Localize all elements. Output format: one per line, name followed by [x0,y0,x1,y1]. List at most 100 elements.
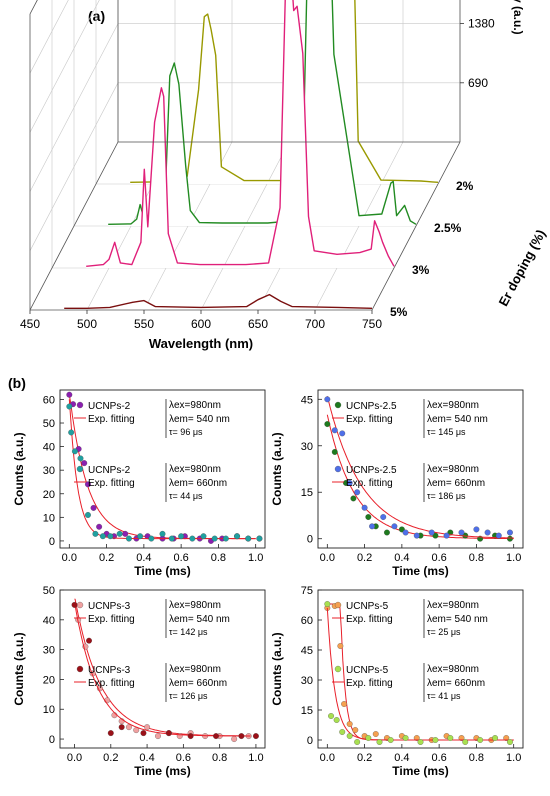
param-excitation: λex=980nm [169,400,221,411]
param-emission: λem= 540 nm [169,414,230,425]
x-tick-label: 750 [362,317,382,331]
plot-frame [317,389,524,549]
data-point [245,535,252,542]
data-point [458,735,465,741]
y-axis-label: Counts (a.u.) [270,632,284,705]
data-point [458,529,465,536]
data-point [387,737,394,743]
x-tick-label: 0.8 [469,752,484,764]
depth-tick-label: 3% [412,263,430,277]
spectrum-mask [130,0,438,184]
data-point [402,529,409,536]
data-point [90,504,97,511]
data-point [96,523,103,530]
x-tick-label: 500 [77,317,97,331]
x-axis-label: Time (ms) [134,764,190,778]
panel-a: (a) 2% 2.5% 3% 5% 450 500 550 600 650 700 750 Wavel… [20,0,548,351]
x-axis-label: Time (ms) [392,764,448,778]
y-tick-label: 40 [43,615,55,627]
y-tick-label: 20 [43,674,55,686]
param-lifetime: τ= 186 μs [427,491,466,501]
param-excitation: λex=980nm [169,464,221,475]
x-axis-label: Time (ms) [134,564,190,578]
y-tick-label: 15 [301,705,313,717]
param-emission: λem= 660nm [427,678,485,689]
x-tick-label: 0.0 [62,552,77,564]
data-point [252,733,259,740]
z-tick-label: 690 [468,76,488,90]
data-point [413,735,420,741]
panel-b-label: (b) [8,375,26,391]
x-axis-label: Time (ms) [392,564,448,578]
data-point [331,449,338,455]
data-point [137,533,144,540]
y-tick-label: 60 [301,615,313,627]
param-excitation: λex=980nm [169,600,221,611]
data-point [495,532,502,539]
data-point [507,535,513,542]
param-lifetime: τ= 25 μs [427,627,461,637]
data-point [231,736,238,743]
data-point [68,429,75,436]
x-tick-label: 600 [191,317,211,331]
depth-tick-label: 2.5% [434,221,462,235]
data-point [380,514,387,520]
plot-frame [59,589,266,749]
data-point [503,735,510,741]
spectrum-mask [86,0,394,268]
data-point [211,535,218,542]
data-point [337,643,344,649]
y-tick-label: 75 [301,585,313,597]
legend-marker [76,601,84,609]
data-point [492,735,498,741]
x-tick-label: 0.0 [320,752,335,764]
axis-frame-line [371,141,461,311]
y-tick-label: 30 [43,645,55,657]
spectrum-line-5 [64,293,373,309]
data-point [256,535,263,542]
data-point [324,421,331,428]
data-point [77,455,84,462]
data-point [200,533,207,540]
data-point [328,713,334,719]
data-point [376,739,383,745]
x-tick-label: 0.4 [394,752,409,764]
param-lifetime: τ= 142 μs [169,627,208,637]
param-emission: λem= 660nm [169,478,227,489]
spectrum-line-3 [86,0,395,267]
data-point [413,532,420,539]
legend-fit-label: Exp. fitting [346,414,393,425]
data-point [361,504,368,511]
data-point [168,535,175,542]
x-tick-label: 0.2 [357,752,372,764]
x-tick-label: 1.0 [248,552,263,564]
exp-fit-curve [326,414,514,540]
data-point [339,729,346,735]
data-point [99,533,106,540]
y-axis-label: Counts (a.u.) [12,632,26,705]
data-point [443,532,450,539]
data-point [507,529,513,536]
data-point [238,733,245,740]
plot-frame [59,389,266,549]
data-point [189,535,196,542]
depth-tick-label: 5% [390,305,408,319]
param-emission: λem= 660nm [169,678,227,689]
legend-marker [334,665,342,673]
x-tick-label: 0.8 [212,752,227,764]
legend-series-label: UCNPs-5 [346,665,389,676]
legend-fit-label: Exp. fitting [88,414,135,425]
param-emission: λem= 540 nm [427,414,488,425]
data-point [352,727,359,733]
legend-marker [334,465,342,473]
data-point [365,735,372,741]
y-tick-label: 0 [307,735,313,747]
spectrum-mask [64,294,372,310]
data-point [159,530,166,537]
legend-marker [76,665,84,673]
param-emission: λem= 540 nm [169,614,230,625]
x-tick-label: 0.6 [431,552,446,564]
data-point [391,523,398,530]
panel-b: (b) 0.0 0.2 0.4 0.6 0.8 1.0 0 10 20 30 40 50 60 Time … [8,375,524,778]
